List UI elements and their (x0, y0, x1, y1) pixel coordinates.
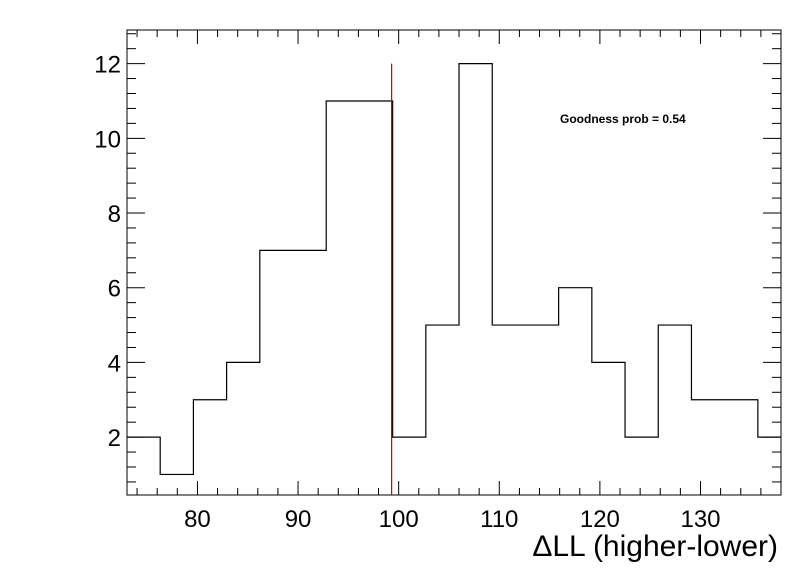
histogram-bin (326, 101, 359, 495)
histogram-bin (227, 362, 260, 495)
y-tick-label: 10 (94, 126, 121, 153)
histogram-bin (459, 64, 492, 495)
histogram-bin (160, 474, 193, 495)
histogram-bin (393, 437, 426, 495)
histogram-bin (658, 325, 691, 495)
histogram-bin (193, 400, 226, 495)
y-tick-label: 4 (108, 350, 121, 377)
histogram-bin (625, 437, 658, 495)
y-tick-label: 8 (108, 201, 121, 228)
x-tick-label: 110 (480, 506, 518, 533)
histogram-bin (359, 101, 392, 495)
frame (126, 29, 782, 496)
y-tick-label: 2 (108, 425, 121, 452)
x-tick-label: 90 (285, 506, 312, 533)
axis-ticks (127, 30, 782, 495)
histogram-bin (127, 437, 160, 495)
axis-tick-labels: 80 90 100 110 120 130 2 4 6 8 10 12 (94, 52, 720, 533)
histogram-bin (525, 325, 558, 495)
x-tick-label: 120 (580, 506, 620, 533)
y-tick-label: 6 (108, 276, 121, 303)
histogram-bin (592, 362, 625, 495)
x-tick-label: 100 (379, 506, 419, 533)
histogram-bin (758, 437, 781, 495)
y-tick-label: 12 (94, 52, 121, 79)
histogram-bin (492, 325, 525, 495)
x-tick-label: 130 (680, 506, 720, 533)
histogram-bin (691, 400, 724, 495)
x-tick-label: 80 (184, 506, 211, 533)
goodness-annotation: Goodness prob = 0.54 (560, 112, 686, 126)
histogram-bins (127, 64, 781, 495)
histogram-bin (426, 325, 459, 495)
histogram-outline (127, 63, 781, 476)
histogram-bin (725, 400, 758, 495)
x-axis-label: ΔLL (higher-lower) (532, 530, 778, 563)
histogram-bin (559, 288, 592, 495)
histogram-bin (293, 250, 326, 495)
histogram-bin (260, 250, 293, 495)
